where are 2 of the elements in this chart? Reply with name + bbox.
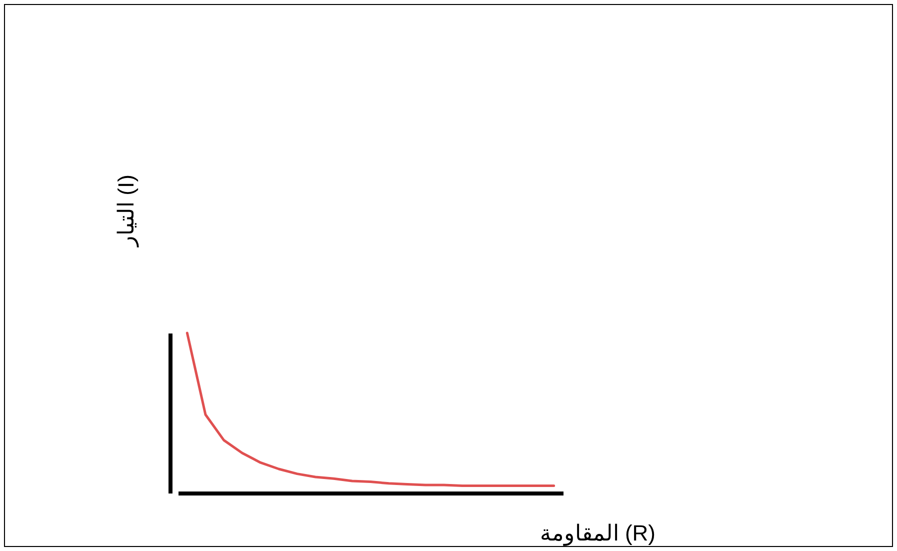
y-axis-title: التيار (I) bbox=[114, 174, 140, 248]
x-axis-title: المقاومة (R) bbox=[540, 520, 656, 546]
